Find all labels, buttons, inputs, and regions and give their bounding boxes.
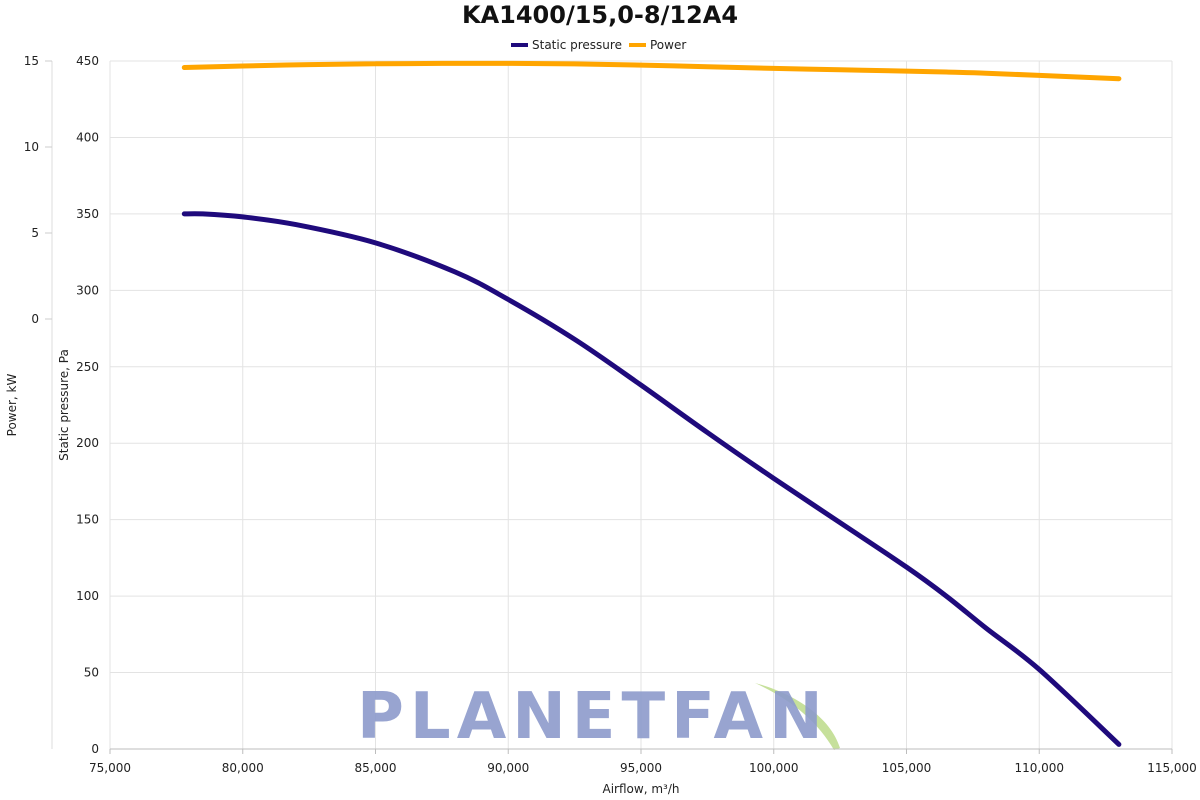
legend-label-power: Power (650, 38, 686, 52)
watermark-swoosh-icon (755, 683, 840, 750)
power-tick-label: 10 (24, 140, 39, 154)
x-tick-label: 110,000 (1014, 761, 1064, 775)
x-ticks: 75,000 80,000 85,000 90,000 95,000 100,000 105… (89, 749, 1197, 775)
legend: Static pressure Power (511, 38, 686, 52)
y-ticks-pressure: 0 50 100 150 200 250 300 350 400 450 (76, 54, 99, 756)
axes (51, 61, 1172, 750)
pressure-tick-label: 250 (76, 360, 99, 374)
pressure-axis-label: Static pressure, Pa (57, 349, 71, 461)
power-tick-label: 15 (24, 54, 39, 68)
pressure-tick-label: 100 (76, 589, 99, 603)
pressure-tick-label: 0 (91, 742, 99, 756)
pressure-tick-label: 50 (84, 666, 99, 680)
pressure-tick-label: 400 (76, 130, 99, 144)
x-tick-label: 80,000 (222, 761, 264, 775)
x-tick-label: 100,000 (749, 761, 799, 775)
series (181, 60, 1122, 747)
pressure-tick-label: 300 (76, 283, 99, 297)
y-ticks-power: 0 5 10 15 (24, 54, 52, 326)
watermark-text: PLANETFAN (357, 680, 829, 754)
pressure-tick-label: 350 (76, 207, 99, 221)
power-axis-label: Power, kW (5, 374, 19, 437)
series-line-power (181, 60, 1122, 82)
x-tick-label: 85,000 (355, 761, 397, 775)
pressure-tick-label: 450 (76, 54, 99, 68)
series-line-static-pressure (181, 211, 1122, 747)
x-tick-label: 90,000 (487, 761, 529, 775)
pressure-tick-label: 150 (76, 513, 99, 527)
power-tick-label: 0 (31, 312, 39, 326)
power-tick-label: 5 (31, 226, 39, 240)
x-tick-label: 105,000 (882, 761, 932, 775)
pressure-tick-label: 200 (76, 436, 99, 450)
legend-label-static-pressure: Static pressure (532, 38, 622, 52)
x-tick-label: 75,000 (89, 761, 131, 775)
x-tick-label: 115,000 (1147, 761, 1197, 775)
chart-title: KA1400/15,0-8/12A4 (462, 1, 738, 29)
watermark-logo: PLANETFAN (357, 680, 840, 754)
x-tick-label: 95,000 (620, 761, 662, 775)
x-axis-label: Airflow, m³/h (603, 782, 680, 796)
